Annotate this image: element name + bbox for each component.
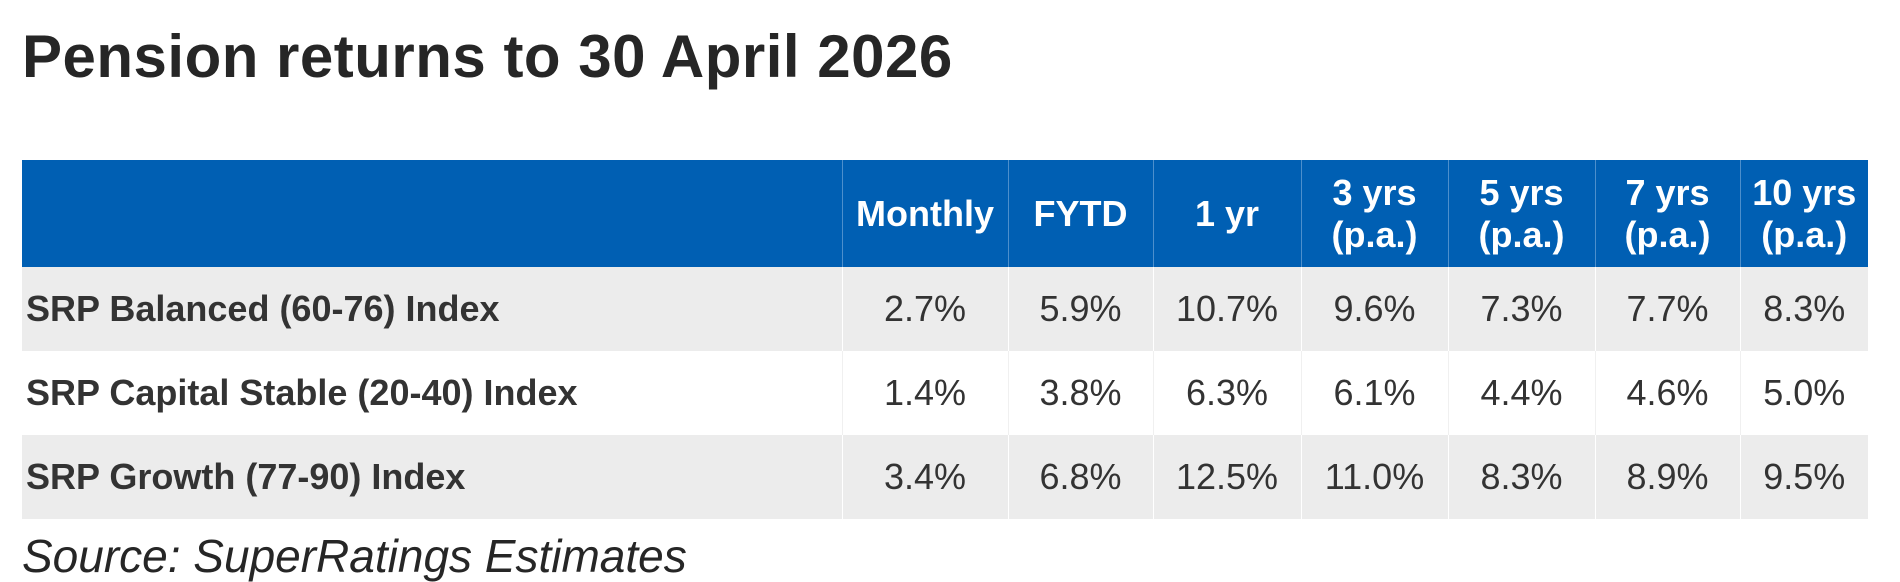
- header-cell: 7 yrs (p.a.): [1594, 160, 1740, 267]
- header-cell: [22, 160, 842, 267]
- cell: 3.4%: [841, 435, 1008, 519]
- cell: 9.6%: [1300, 267, 1448, 351]
- header-line: 3 yrs: [1332, 171, 1417, 213]
- header-line: (p.a.): [1331, 213, 1418, 255]
- cell: 3.8%: [1007, 351, 1153, 435]
- header-line: (p.a.): [1624, 213, 1711, 255]
- cell: 2.7%: [841, 267, 1008, 351]
- cell: 4.6%: [1594, 351, 1740, 435]
- header-row: Monthly FYTD 1 yr 3 yrs (p.a.) 5 yrs (p.a.) 7 y…: [22, 160, 1868, 267]
- table-body: SRP Balanced (60-76) Index 2.7% 5.9% 10.7% 9…: [22, 267, 1868, 519]
- cell: 8.3%: [1447, 435, 1595, 519]
- cell: 8.9%: [1594, 435, 1740, 519]
- header-cell: Monthly: [841, 160, 1008, 267]
- cell: 4.4%: [1447, 351, 1595, 435]
- header-line: (p.a.): [1761, 213, 1848, 255]
- header-line: (p.a.): [1478, 213, 1565, 255]
- cell: 7.3%: [1447, 267, 1595, 351]
- cell: 10.7%: [1152, 267, 1301, 351]
- cell: 8.3%: [1739, 267, 1868, 351]
- header-cell: 5 yrs (p.a.): [1447, 160, 1595, 267]
- header-cell: 1 yr: [1152, 160, 1301, 267]
- row-label: SRP Capital Stable (20-40) Index: [26, 372, 578, 413]
- title: Pension returns to 30 April 2026: [22, 23, 953, 90]
- cell: 6.8%: [1007, 435, 1153, 519]
- header-line: 5 yrs: [1479, 171, 1564, 213]
- table-row: SRP Capital Stable (20-40) Index 1.4% 3.8%…: [22, 351, 1868, 435]
- header-line: 1 yr: [1194, 192, 1260, 234]
- header-line: 7 yrs: [1625, 171, 1710, 213]
- header-cell: 3 yrs (p.a.): [1300, 160, 1448, 267]
- cell: 1.4%: [841, 351, 1008, 435]
- row-label: SRP Balanced (60-76) Index: [22, 267, 842, 351]
- header-line: 10 yrs: [1752, 171, 1857, 213]
- cell: 11.0%: [1300, 435, 1448, 519]
- table-row: SRP Balanced (60-76) Index 2.7% 5.9% 10.7% 9…: [22, 267, 1868, 351]
- header-line: FYTD: [1033, 192, 1128, 234]
- returns-table: Monthly FYTD 1 yr 3 yrs (p.a.) 5 yrs (p.a.) 7 y…: [22, 160, 1868, 519]
- cell: 5.9%: [1007, 267, 1153, 351]
- source: Source: SuperRatings Estimates: [22, 530, 687, 582]
- header-cell: 10 yrs (p.a.): [1739, 160, 1868, 267]
- cell: 7.7%: [1594, 267, 1740, 351]
- table-row: SRP Growth (77-90) Index 3.4% 6.8% 12.5% 11.…: [22, 435, 1868, 519]
- cell: 9.5%: [1739, 435, 1868, 519]
- header-line: Monthly: [856, 192, 994, 234]
- row-label: SRP Growth (77-90) Index: [22, 435, 842, 519]
- cell: 6.1%: [1300, 351, 1448, 435]
- header-cell: FYTD: [1007, 160, 1153, 267]
- cell: 5.0%: [1739, 351, 1868, 435]
- cell: 12.5%: [1152, 435, 1301, 519]
- cell: 6.3%: [1152, 351, 1301, 435]
